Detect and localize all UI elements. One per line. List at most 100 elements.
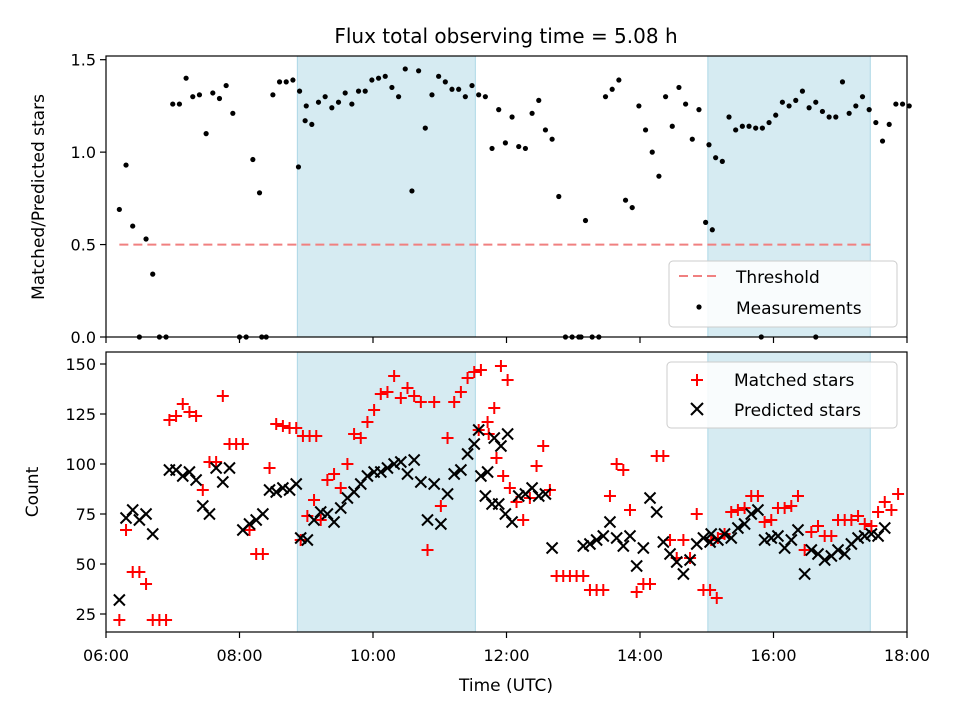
matched-stars-point-9 [170, 410, 183, 422]
measurements-point-88 [689, 136, 695, 142]
bot-xtick-label-3: 12:00 [483, 646, 529, 665]
matched-stars-point-113 [798, 544, 811, 556]
measurements-point-67 [549, 136, 555, 142]
matched-stars-point-123 [865, 520, 878, 532]
matched-stars-point-94 [684, 552, 697, 564]
predicted-stars-point-24 [290, 477, 303, 491]
matched-stars-point-16 [216, 390, 229, 402]
measurements-point-5 [150, 271, 156, 277]
matched-stars-point-25 [276, 420, 289, 432]
measurements-point-115 [859, 94, 866, 100]
measurements-point-120 [893, 101, 899, 107]
matched-stars-point-4 [140, 578, 153, 590]
matched-stars-point-44 [381, 386, 394, 398]
matched-stars-point-95 [690, 508, 703, 520]
measurements-point-15 [216, 95, 223, 102]
matched-legend-label: Matched stars [734, 371, 854, 391]
measurements-point-68 [556, 193, 562, 200]
predicted-stars-point-14 [216, 475, 230, 489]
matched-stars-point-90 [657, 450, 670, 462]
predicted-stars-point-47 [441, 487, 454, 501]
predicted-stars-point-75 [617, 539, 630, 553]
matched-stars-point-125 [878, 496, 891, 508]
predicted-stars-point-15 [223, 461, 236, 475]
matched-stars-point-47 [401, 382, 414, 394]
predicted-stars-point-5 [146, 527, 159, 541]
measurements-point-43 [389, 84, 395, 91]
measurements-point-75 [602, 94, 609, 100]
measurements-point-108 [813, 99, 819, 105]
matched-stars-point-1 [120, 524, 133, 536]
top-legend-box [668, 260, 898, 328]
matched-stars-point-115 [812, 520, 824, 532]
bot-ytick-label-1: 50 [76, 555, 96, 574]
measurements-point-42 [382, 73, 388, 79]
matched-stars-point-0 [113, 614, 126, 626]
matched-stars-point-83 [610, 458, 623, 470]
measurements-point-40 [369, 77, 375, 83]
predicted-stars-point-55 [494, 439, 508, 453]
measurements-point-57 [482, 94, 488, 100]
matched-stars-point-13 [196, 484, 209, 496]
measurements-point-63 [522, 145, 529, 152]
matched-stars-point-65 [490, 452, 503, 464]
matched-stars-point-52 [434, 500, 447, 512]
predicted-stars-point-30 [327, 515, 341, 529]
matched-stars-point-72 [537, 440, 550, 452]
matched-stars-point-67 [503, 482, 516, 494]
predicted-stars-point-26 [301, 533, 314, 547]
bot-ytick-label-3: 100 [65, 455, 96, 474]
measurements-legend-swatch [696, 304, 702, 310]
measurements-point-65 [536, 97, 542, 103]
matched-stars-point-104 [738, 502, 751, 514]
measurements-point-21 [256, 190, 263, 196]
predicted-stars-point-95 [745, 507, 758, 521]
predicted-stars-point-85 [683, 553, 697, 567]
predicted-stars-point-93 [731, 521, 745, 535]
matched-stars-point-19 [236, 438, 249, 450]
bottom-points-layer [113, 360, 905, 626]
matched-stars-point-39 [348, 428, 361, 440]
matched-stars-point-41 [361, 416, 374, 428]
measurements-point-38 [355, 88, 362, 94]
measurements-point-50 [436, 73, 442, 79]
matched-stars-point-49 [414, 396, 427, 408]
matched-stars-point-69 [517, 514, 530, 526]
x-axis-label: Time (UTC) [458, 676, 553, 696]
predicted-stars-point-35 [361, 469, 374, 483]
figure-title: Flux total observing time = 5.08 h [334, 24, 677, 48]
measurements-point-14 [210, 90, 216, 96]
matched-stars-point-57 [468, 366, 481, 378]
predicted-stars-point-80 [650, 505, 663, 519]
measurements-point-47 [416, 68, 422, 74]
measurements-point-96 [733, 127, 739, 133]
measurements-point-90 [703, 219, 709, 225]
top-y-ticks: 0.0 0.5 1.0 1.5 [71, 51, 106, 347]
matched-stars-point-126 [885, 504, 898, 516]
measurements-point-81 [642, 127, 649, 133]
measurements-point-117 [873, 119, 879, 126]
measurements-point-31 [309, 121, 315, 128]
matched-stars-point-24 [270, 418, 283, 430]
matched-stars-point-30 [310, 430, 323, 442]
measurements-point-27 [296, 88, 303, 94]
matched-stars-point-46 [394, 392, 407, 404]
predicted-stars-point-51 [468, 437, 481, 451]
bot-ytick-label-5: 150 [65, 355, 96, 374]
matched-stars-point-117 [825, 530, 838, 542]
matched-stars-point-102 [725, 506, 738, 518]
predicted-stars-point-19 [256, 507, 270, 521]
measurements-point-44 [395, 94, 402, 100]
matched-stars-point-82 [603, 490, 616, 502]
predicted-stars-point-70 [583, 537, 597, 551]
top-measurements-layer [116, 66, 912, 340]
matched-stars-point-43 [374, 388, 387, 400]
predicted-stars-point-41 [401, 467, 414, 481]
predicted-stars-point-67 [539, 487, 552, 501]
measurements-point-35 [335, 99, 342, 105]
measurements-point-105 [793, 97, 799, 103]
matched-stars-point-22 [256, 548, 269, 560]
measurements-point-29 [295, 164, 302, 170]
bottom-x-ticks: 06:00 08:00 10:00 12:00 14:00 16:00 18:00 [83, 632, 930, 665]
